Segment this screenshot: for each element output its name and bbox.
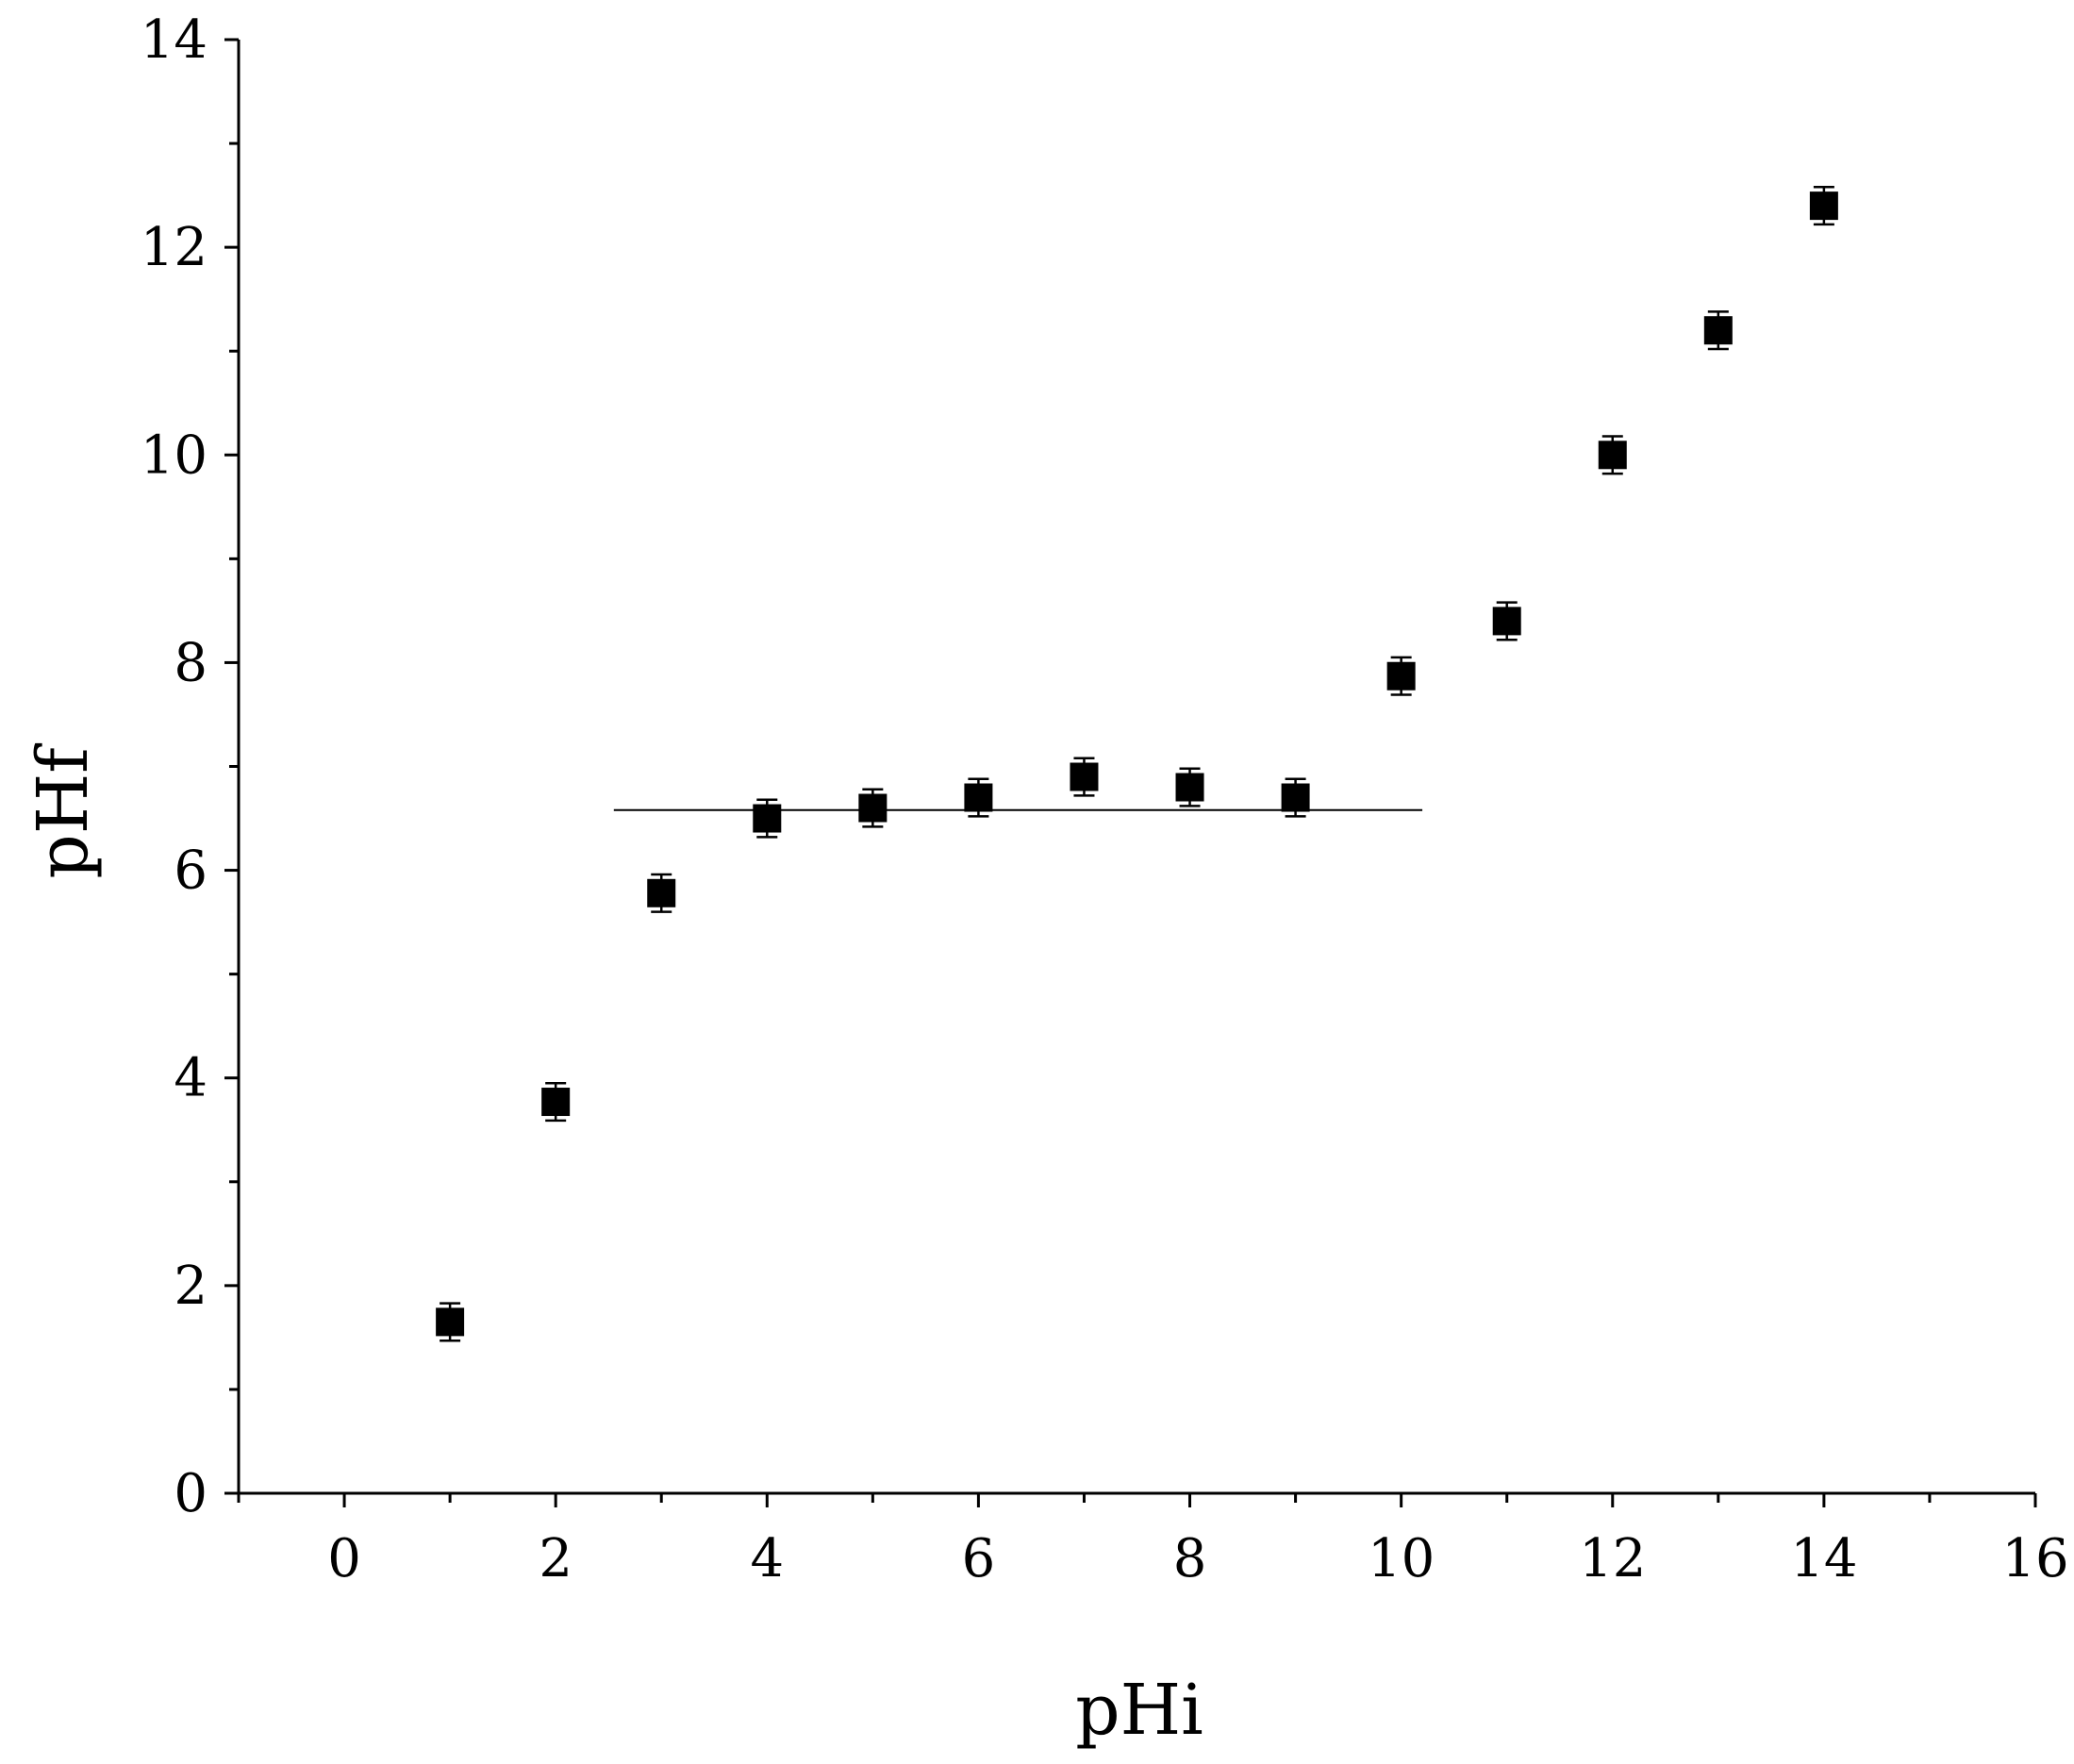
data-point xyxy=(1070,757,1099,797)
y-tick-label: 0 xyxy=(174,1463,207,1524)
y-tick-label: 14 xyxy=(141,9,207,71)
y-tick-label: 4 xyxy=(174,1048,207,1109)
square-marker xyxy=(964,783,993,812)
y-ticks xyxy=(224,38,239,1495)
x-tick-label: 2 xyxy=(539,1528,572,1589)
x-tick-label: 14 xyxy=(1790,1528,1857,1589)
square-marker xyxy=(541,1088,571,1117)
x-axis-title: pHi xyxy=(1075,1670,1203,1751)
data-point xyxy=(1175,767,1204,807)
y-tick-label: 6 xyxy=(174,840,207,902)
square-marker xyxy=(1809,191,1838,221)
square-marker xyxy=(1281,783,1310,812)
x-tick-label: 4 xyxy=(750,1528,784,1589)
square-marker xyxy=(858,793,888,823)
x-tick-label: 6 xyxy=(962,1528,996,1589)
square-marker xyxy=(1492,607,1521,636)
data-point xyxy=(1598,435,1627,475)
x-tick-label: 10 xyxy=(1368,1528,1435,1589)
axes xyxy=(237,40,2035,1495)
square-marker xyxy=(647,878,676,907)
x-tick-labels: 0 2 4 6 8 10 12 14 16 xyxy=(327,1528,2068,1589)
data-point xyxy=(436,1302,465,1342)
x-tick-label: 12 xyxy=(1579,1528,1646,1589)
square-marker xyxy=(436,1307,465,1337)
x-tick-label: 0 xyxy=(327,1528,361,1589)
y-axis-title: pHf xyxy=(23,743,104,879)
x-tick-label: 8 xyxy=(1173,1528,1207,1589)
data-point xyxy=(1386,656,1416,696)
square-marker xyxy=(1386,661,1416,691)
y-tick-labels: 0 2 4 6 8 10 12 14 xyxy=(141,9,207,1524)
y-tick-label: 2 xyxy=(174,1256,207,1317)
data-point xyxy=(858,788,888,828)
data-point xyxy=(964,777,993,818)
data-point xyxy=(1809,186,1838,226)
data-points xyxy=(436,186,1838,1342)
x-ticks xyxy=(237,1493,2037,1507)
data-point xyxy=(1281,777,1310,818)
square-marker xyxy=(1070,762,1099,791)
square-marker xyxy=(753,804,782,833)
y-tick-label: 12 xyxy=(141,217,207,278)
y-tick-label: 10 xyxy=(141,424,207,486)
data-point xyxy=(1492,601,1521,641)
data-point xyxy=(541,1081,571,1123)
data-point xyxy=(647,873,676,913)
square-marker xyxy=(1598,441,1627,470)
square-marker xyxy=(1175,773,1204,802)
data-point xyxy=(753,798,782,839)
data-point xyxy=(1703,310,1733,351)
square-marker xyxy=(1703,316,1733,345)
y-tick-label: 8 xyxy=(174,632,207,693)
x-tick-label: 16 xyxy=(2001,1528,2068,1589)
